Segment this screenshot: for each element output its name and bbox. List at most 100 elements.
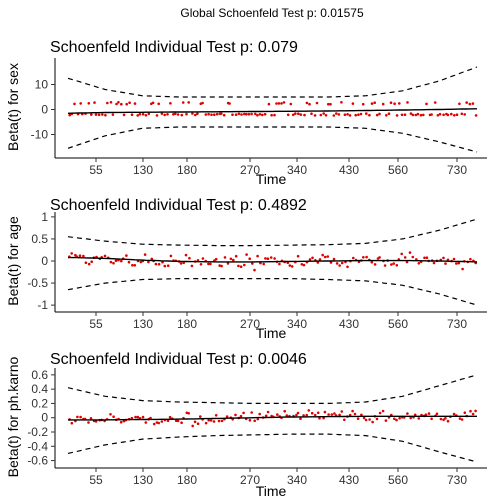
residual-point	[73, 102, 76, 106]
residual-point	[152, 422, 156, 426]
x-axis-label: Time	[256, 325, 287, 341]
residual-point	[115, 102, 118, 106]
residual-point	[340, 101, 343, 104]
x-tick-label: 560	[388, 317, 408, 331]
residual-point	[393, 102, 396, 105]
residual-point	[327, 413, 330, 416]
residual-point	[365, 112, 368, 115]
residual-point	[179, 262, 183, 265]
residual-point	[166, 264, 170, 268]
residual-point	[209, 262, 212, 266]
residual-point	[213, 113, 216, 116]
residual-point	[133, 102, 137, 105]
y-axis-label: Beta(t) for age	[5, 216, 21, 306]
x-tick-label: 130	[133, 473, 153, 487]
residual-point	[101, 113, 104, 116]
y-tick-label: 0.2	[31, 396, 48, 410]
x-tick-label: 430	[339, 473, 359, 487]
x-tick-label: 270	[240, 317, 260, 331]
residual-point	[82, 254, 85, 258]
residual-point	[112, 261, 115, 265]
residual-point	[220, 112, 223, 115]
y-tick-label: -0.6	[27, 454, 48, 468]
residual-point	[204, 113, 208, 116]
residual-point	[273, 257, 276, 260]
residual-point	[392, 262, 396, 265]
residual-point	[168, 415, 172, 419]
residual-point	[237, 264, 240, 268]
residual-point	[248, 257, 251, 261]
residual-point	[234, 254, 238, 258]
residual-point	[458, 102, 461, 106]
residual-point	[68, 113, 71, 117]
residual-point	[359, 112, 363, 116]
residual-point	[474, 409, 477, 413]
residual-point	[305, 101, 309, 105]
residual-point	[333, 412, 336, 415]
residual-point	[160, 420, 164, 423]
residual-point	[70, 252, 73, 255]
residual-point	[147, 260, 150, 264]
residual-point	[160, 112, 164, 115]
residual-point	[436, 114, 440, 117]
x-tick-label: 180	[177, 473, 197, 487]
residual-point	[381, 102, 385, 106]
residual-point	[193, 420, 197, 424]
fitted-beta-line	[67, 108, 477, 114]
residual-point	[368, 113, 371, 117]
residual-point	[446, 113, 450, 117]
residual-point	[460, 418, 464, 421]
residual-point	[340, 261, 344, 265]
residual-point	[258, 412, 262, 416]
residual-point	[94, 420, 98, 423]
residual-point	[385, 114, 388, 117]
residual-point	[239, 265, 243, 269]
residual-point	[384, 419, 388, 422]
residual-point	[335, 112, 338, 115]
residual-point	[316, 411, 320, 415]
residual-point	[263, 112, 267, 116]
residual-point	[435, 412, 439, 416]
residual-point	[348, 114, 352, 117]
residual-point	[290, 265, 294, 268]
residual-point	[109, 101, 113, 104]
residual-point	[303, 113, 306, 117]
residual-point	[251, 262, 254, 265]
residual-point	[141, 112, 145, 116]
residual-point	[469, 257, 472, 261]
residual-point	[174, 112, 177, 115]
residual-point	[297, 112, 300, 115]
panel-title: Schoenfeld Individual Test p: 0.079	[50, 39, 298, 56]
residual-point	[400, 113, 404, 117]
residual-point	[375, 417, 379, 421]
residual-point	[444, 262, 447, 265]
panel-title: Schoenfeld Individual Test p: 0.4892	[50, 197, 307, 214]
x-tick-label: 270	[240, 473, 260, 487]
residual-point	[453, 114, 456, 117]
y-axis-label: Beta(t) for ph.karno	[5, 356, 21, 477]
residual-point	[323, 255, 327, 259]
residual-point	[270, 113, 273, 117]
residual-point	[285, 414, 289, 417]
y-tick-label: 0.5	[31, 232, 48, 246]
residual-point	[181, 101, 185, 104]
x-tick-label: 180	[177, 163, 197, 177]
residual-point	[190, 264, 194, 268]
residual-point	[228, 102, 231, 105]
residual-point	[425, 256, 429, 260]
residual-point	[70, 421, 74, 425]
y-tick-label: 0	[41, 254, 48, 268]
residual-point	[76, 415, 79, 419]
x-tick-label: 340	[287, 317, 307, 331]
residual-point	[191, 424, 194, 428]
residual-point	[427, 412, 431, 415]
residual-point	[243, 263, 246, 267]
residual-point	[403, 256, 407, 259]
residual-point	[247, 112, 251, 116]
residual-point	[234, 413, 237, 417]
residual-point	[413, 413, 417, 417]
residual-point	[343, 418, 346, 422]
residual-point	[78, 254, 82, 257]
x-tick-label: 560	[388, 473, 408, 487]
residual-point	[180, 421, 183, 425]
